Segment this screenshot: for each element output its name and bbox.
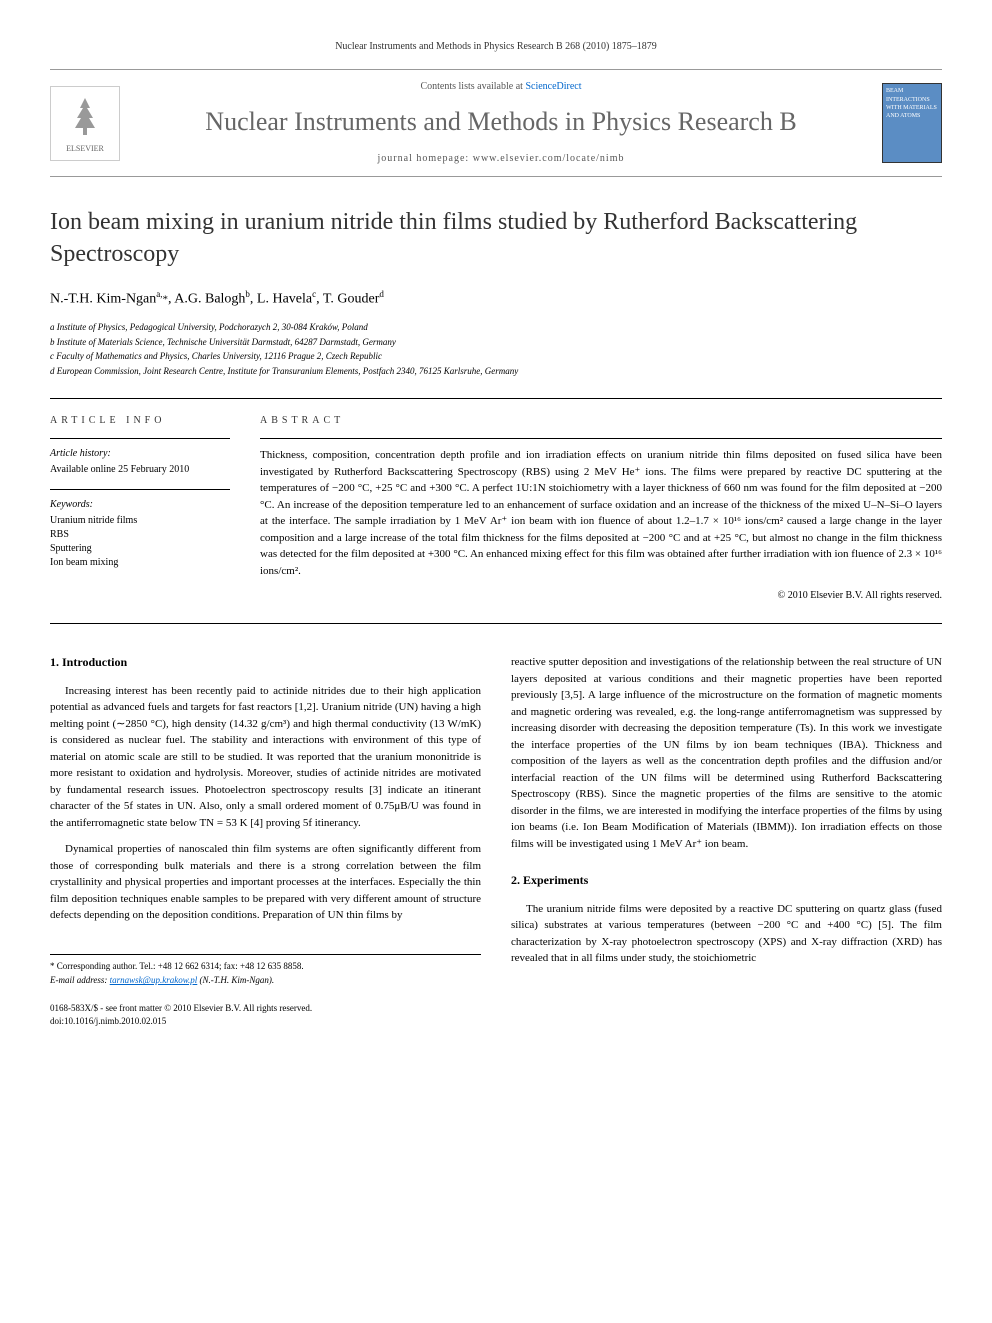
intro-paragraph: Dynamical properties of nanoscaled thin … [50,841,481,924]
intro-heading: 1. Introduction [50,654,481,671]
doi-line: doi:10.1016/j.nimb.2010.02.015 [50,1015,481,1028]
right-column: reactive sputter deposition and investig… [511,654,942,1027]
abstract-heading: ABSTRACT [260,414,942,428]
elsevier-tree-icon [65,93,105,143]
email-line: E-mail address: tarnawsk@up.krakow.pl (N… [50,974,481,987]
header-center: Contents lists available at ScienceDirec… [135,80,867,166]
history-text: Available online 25 February 2010 [50,463,230,477]
article-info-heading: ARTICLE INFO [50,414,230,428]
left-column: 1. Introduction Increasing interest has … [50,654,481,1027]
affiliations: a Institute of Physics, Pedagogical Univ… [50,321,942,378]
history-label: Article history: [50,447,230,461]
authors-line: N.-T.H. Kim-Ngana,*, A.G. Baloghb, L. Ha… [50,288,942,309]
experiments-heading: 2. Experiments [511,872,942,889]
experiments-paragraph: The uranium nitride films were deposited… [511,901,942,967]
issn-line: 0168-583X/$ - see front matter © 2010 El… [50,1002,481,1015]
affiliation-c: c Faculty of Mathematics and Physics, Ch… [50,350,942,364]
footer-area: * Corresponding author. Tel.: +48 12 662… [50,954,481,987]
info-abstract-row: ARTICLE INFO Article history: Available … [50,414,942,603]
divider [50,623,942,624]
abstract-text: Thickness, composition, concentration de… [260,447,942,579]
homepage-line: journal homepage: www.elsevier.com/locat… [135,152,867,166]
affiliation-a: a Institute of Physics, Pedagogical Univ… [50,321,942,335]
sciencedirect-link[interactable]: ScienceDirect [525,81,581,92]
journal-cover-thumbnail: BEAM INTERACTIONS WITH MATERIALS AND ATO… [882,83,942,163]
affiliation-b: b Institute of Materials Science, Techni… [50,336,942,350]
article-title: Ion beam mixing in uranium nitride thin … [50,207,942,269]
article-info-col: ARTICLE INFO Article history: Available … [50,414,230,603]
affiliation-d: d European Commission, Joint Research Ce… [50,365,942,379]
corresponding-author: * Corresponding author. Tel.: +48 12 662… [50,960,481,973]
keywords-label: Keywords: [50,498,230,512]
journal-name: Nuclear Instruments and Methods in Physi… [135,104,867,140]
homepage-url[interactable]: www.elsevier.com/locate/nimb [473,153,625,164]
abstract-col: ABSTRACT Thickness, composition, concent… [260,414,942,603]
elsevier-logo: ELSEVIER [50,86,120,161]
contents-line: Contents lists available at ScienceDirec… [135,80,867,94]
keyword: Sputtering [50,542,230,556]
header-box: ELSEVIER Contents lists available at Sci… [50,69,942,177]
intro-paragraph: Increasing interest has been recently pa… [50,683,481,832]
email-link[interactable]: tarnawsk@up.krakow.pl [110,975,198,985]
keyword: Uranium nitride films [50,514,230,528]
journal-header: Nuclear Instruments and Methods in Physi… [50,40,942,54]
keyword: Ion beam mixing [50,556,230,570]
keyword: RBS [50,528,230,542]
doi-area: 0168-583X/$ - see front matter © 2010 El… [50,1002,481,1027]
divider [50,398,942,399]
body-columns: 1. Introduction Increasing interest has … [50,654,942,1027]
copyright-line: © 2010 Elsevier B.V. All rights reserved… [260,589,942,603]
intro-paragraph-cont: reactive sputter deposition and investig… [511,654,942,852]
